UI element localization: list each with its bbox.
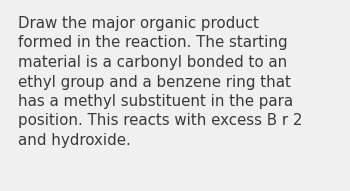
- Text: Draw the major organic product: Draw the major organic product: [18, 16, 259, 31]
- Text: position. This reacts with excess B r 2: position. This reacts with excess B r 2: [18, 113, 302, 129]
- Text: has a methyl substituent in the para: has a methyl substituent in the para: [18, 94, 293, 109]
- Text: material is a carbonyl bonded to an: material is a carbonyl bonded to an: [18, 55, 287, 70]
- Text: formed in the reaction. The starting: formed in the reaction. The starting: [18, 36, 288, 50]
- Text: ethyl group and a benzene ring that: ethyl group and a benzene ring that: [18, 74, 291, 90]
- Text: and hydroxide.: and hydroxide.: [18, 133, 131, 148]
